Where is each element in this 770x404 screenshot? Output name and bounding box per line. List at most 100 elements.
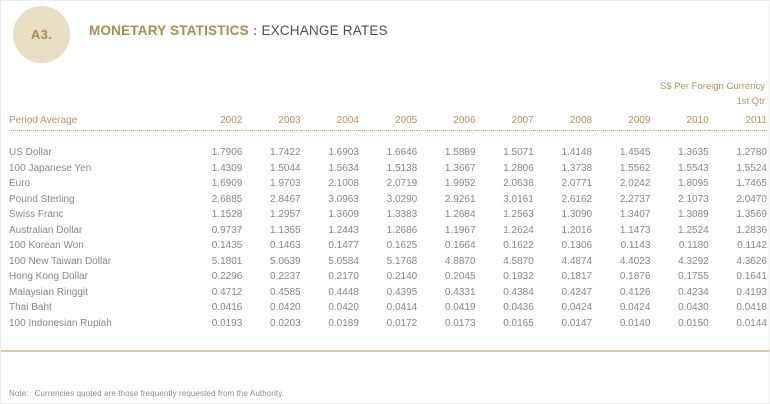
rate-value: 1.2443 xyxy=(328,224,359,236)
column-header-year: 2003 xyxy=(242,107,301,131)
rate-value: 0.0140 xyxy=(619,317,651,329)
table-row: Malaysian Ringgit 0.4712 0.4585 0.4448 0.439… xyxy=(9,285,767,301)
rate-value: 0.4712 xyxy=(211,286,243,298)
rate-value: 1.3738 xyxy=(561,162,593,174)
rate-value: 4.4023 xyxy=(619,255,651,267)
rate-value: 2.0242 xyxy=(619,178,651,189)
footnote-text: Currencies quoted are those frequently r… xyxy=(34,389,285,398)
column-header-year: 2004 xyxy=(300,107,359,131)
column-header-year: 2008 xyxy=(533,107,593,131)
rate-value: 0.4234 xyxy=(678,286,709,298)
footnote-label: Note: xyxy=(9,389,29,398)
rate-value: 1.4545 xyxy=(619,147,651,158)
rate-value: 1.2684 xyxy=(444,209,476,220)
rate-value: 2.8467 xyxy=(270,193,301,205)
column-header-year: 2011 xyxy=(708,107,767,131)
quarter-label: 1st Qtr xyxy=(736,96,765,107)
rate-value: 0.2296 xyxy=(211,271,243,282)
rate-value: 1.3667 xyxy=(444,162,476,174)
currency-label: 100 Indonesian Rupiah xyxy=(9,317,112,329)
rate-value: 0.0144 xyxy=(736,317,767,329)
column-header-year: 2005 xyxy=(358,107,418,131)
rate-value: 2.2737 xyxy=(619,193,651,205)
rate-value: 0.4395 xyxy=(386,286,418,298)
rate-value: 1.5138 xyxy=(386,162,418,174)
rate-value: 0.0189 xyxy=(328,317,359,329)
rate-value: 2.6162 xyxy=(561,193,593,205)
rate-value: 1.2563 xyxy=(503,209,534,220)
rate-value: 1.4148 xyxy=(561,147,593,158)
rate-value: 0.0203 xyxy=(270,317,301,329)
rate-value: 0.0424 xyxy=(561,302,593,313)
currency-label: Malaysian Ringgit xyxy=(9,286,88,298)
rate-value: 0.0172 xyxy=(386,317,418,329)
rate-value: 0.0419 xyxy=(444,302,476,313)
rate-value: 0.1755 xyxy=(678,271,709,282)
rate-value: 1.3383 xyxy=(386,209,418,220)
currency-label: Swiss Franc xyxy=(9,209,64,220)
unit-label: S$ Per Foreign Currency xyxy=(659,81,765,92)
rate-value: 1.2016 xyxy=(561,224,593,236)
rate-value: 1.5524 xyxy=(736,162,767,174)
column-header-year: 2009 xyxy=(592,107,651,131)
rate-value: 0.0420 xyxy=(328,302,359,313)
currency-label: 100 Japanese Yen xyxy=(9,162,92,174)
rate-value: 1.5071 xyxy=(503,147,534,158)
rate-value: 0.4384 xyxy=(503,286,534,298)
rate-value: 1.1967 xyxy=(444,224,476,236)
rate-value: 0.1477 xyxy=(328,240,359,251)
rate-value: 0.0424 xyxy=(619,302,651,313)
rate-value: 1.3635 xyxy=(678,147,709,158)
table-row: Swiss Franc 1.1528 1.2957 1.3609 1.3383 1.268… xyxy=(9,207,767,223)
rate-value: 0.4585 xyxy=(270,286,301,298)
rate-value: 0.1306 xyxy=(561,240,593,251)
rate-value: 1.6903 xyxy=(328,147,359,158)
currency-label: Thai Baht xyxy=(9,302,52,313)
rate-value: 1.3609 xyxy=(328,209,359,220)
column-header-year: 2002 xyxy=(184,107,243,131)
page-title-regular: EXCHANGE RATES xyxy=(261,23,388,38)
column-header-period-average: Period Average xyxy=(9,107,185,131)
rate-value: 0.2170 xyxy=(328,271,359,282)
rate-value: 1.2524 xyxy=(678,224,709,236)
table-row: Hong Kong Dollar 0.2296 0.2237 0.2170 0.2140… xyxy=(9,269,767,285)
rate-value: 2.0719 xyxy=(386,178,418,189)
page-title-bold: MONETARY STATISTICS : xyxy=(89,23,258,38)
table-row: Euro 1.6909 1.9703 2.1008 2.0719 1.9952 2.0638… xyxy=(9,176,767,192)
rate-value: 1.3569 xyxy=(736,209,767,220)
rate-value: 1.1528 xyxy=(211,209,243,220)
rate-value: 0.1817 xyxy=(561,271,593,282)
rate-value: 0.1180 xyxy=(678,240,709,251)
table-row: 100 New Taiwan Dollar 5.1801 5.0639 5.0584 5… xyxy=(9,254,767,270)
table-row: US Dollar 1.7906 1.7422 1.6903 1.6646 1.5889 1… xyxy=(9,131,767,161)
divider-line xyxy=(1,350,769,352)
rate-value: 0.0416 xyxy=(211,302,243,313)
rate-value: 1.5889 xyxy=(444,147,476,158)
rate-value: 4.3292 xyxy=(678,255,709,267)
rate-value: 4.4874 xyxy=(561,255,593,267)
section-badge-label: A3. xyxy=(30,27,53,42)
rate-value: 0.2140 xyxy=(386,271,418,282)
rate-value: 2.1008 xyxy=(328,178,359,189)
rate-value: 0.0193 xyxy=(211,317,243,329)
rate-value: 0.1625 xyxy=(386,240,418,251)
currency-label: Pound Sterling xyxy=(9,193,75,205)
rate-value: 0.4331 xyxy=(444,286,476,298)
rate-value: 1.5543 xyxy=(678,162,709,174)
rate-value: 0.2045 xyxy=(444,271,476,282)
rate-value: 1.8095 xyxy=(678,178,709,189)
page-title: MONETARY STATISTICS : EXCHANGE RATES xyxy=(89,23,388,38)
rate-value: 1.9952 xyxy=(444,178,476,189)
rate-value: 1.7465 xyxy=(736,178,767,189)
rate-value: 0.0418 xyxy=(736,302,767,313)
rate-value: 1.2957 xyxy=(270,209,301,220)
rate-value: 2.9261 xyxy=(444,193,476,205)
rate-value: 1.6909 xyxy=(211,178,243,189)
rate-value: 1.2686 xyxy=(386,224,418,236)
table-row: 100 Korean Won 0.1435 0.1463 0.1477 0.1625 0.… xyxy=(9,238,767,254)
rate-value: 2.0638 xyxy=(503,178,534,189)
rate-value: 0.1932 xyxy=(503,271,534,282)
rate-value: 2.0771 xyxy=(561,178,593,189)
rate-value: 0.4247 xyxy=(561,286,593,298)
rate-value: 5.1768 xyxy=(386,255,418,267)
